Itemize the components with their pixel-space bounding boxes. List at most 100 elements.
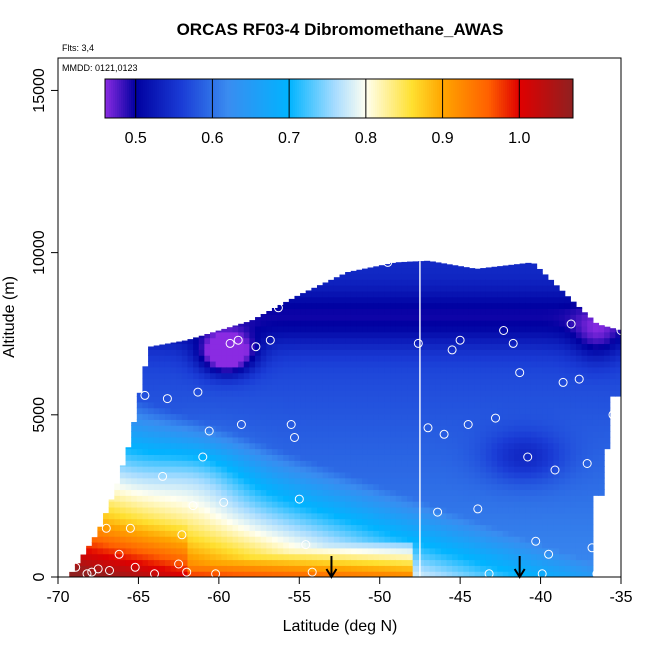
heatmap-cell	[378, 331, 386, 339]
heatmap-cell	[300, 541, 307, 549]
sample-point	[251, 342, 261, 352]
sample-point	[523, 452, 533, 462]
heatmap-cell	[125, 512, 132, 520]
heatmap-cell	[119, 553, 127, 561]
heatmap-cell	[514, 436, 521, 444]
heatmap-cell	[356, 518, 363, 526]
heatmap-cell	[395, 524, 403, 531]
heatmap-cell	[536, 436, 543, 444]
heatmap-cell	[519, 285, 526, 292]
heatmap-cell	[446, 495, 453, 502]
heatmap-cell	[564, 501, 571, 508]
heatmap-cell	[598, 413, 605, 420]
heatmap-cell	[547, 489, 555, 496]
heatmap-cell	[170, 460, 177, 467]
heatmap-cell	[373, 320, 380, 327]
heatmap-cell	[204, 360, 211, 368]
heatmap-cell	[587, 512, 594, 520]
heatmap-cell	[423, 396, 431, 403]
heatmap-cell	[514, 285, 521, 292]
heatmap-cell	[378, 325, 386, 333]
heatmap-cell	[238, 553, 245, 561]
heatmap-cell	[474, 571, 481, 577]
heatmap-cell	[176, 536, 183, 543]
heatmap-cell	[345, 279, 352, 286]
heatmap-cell	[198, 454, 205, 461]
heatmap-cell	[294, 390, 301, 397]
heatmap-cell	[559, 419, 566, 426]
heatmap-cell	[429, 325, 436, 333]
heatmap-cell	[350, 366, 357, 374]
heatmap-cell	[559, 431, 566, 438]
heatmap-cell	[559, 524, 566, 531]
heatmap-cell	[407, 501, 414, 508]
heatmap-cell	[480, 396, 487, 403]
heatmap-cell	[367, 343, 374, 350]
heatmap-cell	[463, 267, 470, 274]
heatmap-cell	[373, 337, 380, 345]
heatmap-cell	[407, 419, 414, 426]
heatmap-cell	[525, 366, 532, 374]
heatmap-cell	[395, 495, 403, 502]
heatmap-cell	[401, 454, 408, 461]
heatmap-cell	[508, 290, 515, 298]
heatmap-cell	[283, 396, 290, 403]
heatmap-cell	[136, 518, 144, 526]
heatmap-cell	[592, 460, 600, 467]
heatmap-cell	[277, 536, 284, 543]
heatmap-cell	[215, 448, 222, 455]
heatmap-cell	[401, 401, 408, 409]
heatmap-cell	[378, 279, 386, 286]
heatmap-cell	[305, 431, 312, 438]
heatmap-cell	[581, 483, 588, 491]
heatmap-cell	[266, 366, 273, 374]
heatmap-cell	[418, 477, 425, 485]
heatmap-cell	[429, 512, 436, 520]
heatmap-cell	[294, 331, 301, 339]
heatmap-cell	[288, 366, 296, 374]
heatmap-cell	[367, 559, 374, 566]
colorbar-swatch	[109, 79, 112, 118]
heatmap-cell	[131, 559, 138, 566]
heatmap-cell	[221, 407, 228, 415]
heatmap-cell	[362, 536, 369, 543]
heatmap-cell	[604, 378, 611, 385]
heatmap-cell	[339, 325, 346, 333]
x-tick-label: -60	[207, 589, 230, 606]
heatmap-cell	[187, 366, 194, 374]
heatmap-cell	[271, 349, 279, 356]
heatmap-cell	[525, 262, 532, 269]
heatmap-cell	[530, 571, 538, 577]
colorbar-swatch	[125, 79, 128, 118]
heatmap-cell	[525, 541, 532, 549]
heatmap-cell	[412, 308, 419, 315]
heatmap-cell	[255, 454, 262, 461]
heatmap-cell	[485, 553, 493, 561]
heatmap-cell	[587, 436, 594, 444]
colorbar-swatch	[403, 79, 406, 118]
heatmap-field	[69, 260, 621, 577]
heatmap-cell	[395, 302, 403, 310]
heatmap-cell	[418, 489, 425, 496]
heatmap-cell	[519, 337, 526, 345]
heatmap-cell	[345, 431, 352, 438]
heatmap-cell	[159, 512, 166, 520]
heatmap-cell	[575, 349, 583, 356]
heatmap-cell	[564, 296, 571, 298]
heatmap-cell	[356, 360, 363, 368]
heatmap-cell	[547, 349, 555, 356]
colorbar-swatch	[499, 79, 502, 118]
colorbar-swatch	[239, 79, 242, 118]
heatmap-cell	[119, 471, 127, 479]
heatmap-cell	[164, 343, 172, 350]
heatmap-cell	[164, 390, 172, 397]
heatmap-cell	[446, 396, 453, 403]
heatmap-cell	[474, 530, 481, 537]
colorbar-swatch	[387, 79, 390, 118]
heatmap-cell	[401, 290, 408, 298]
heatmap-cell	[373, 524, 380, 531]
heatmap-cell	[423, 518, 431, 526]
heatmap-cell	[305, 466, 312, 473]
heatmap-cell	[153, 372, 160, 380]
heatmap-cell	[553, 454, 560, 461]
